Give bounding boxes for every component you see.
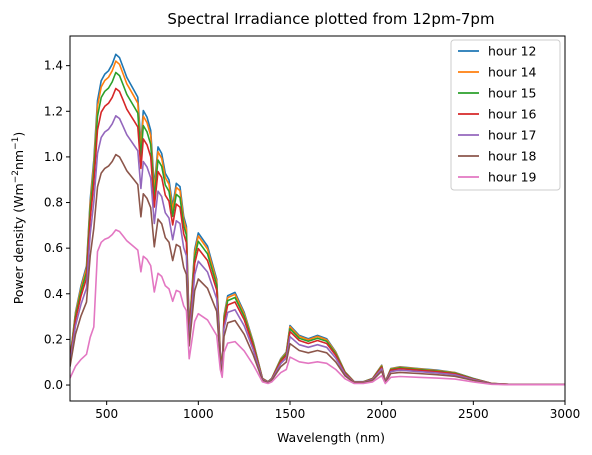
x-axis: 500 1000 1500 2000 2500 3000 [95,401,580,421]
y-tick-label: 0.6 [44,241,63,255]
y-axis: 0.0 0.2 0.4 0.6 0.8 1.0 1.2 1.4 [44,59,70,392]
legend-label: hour 12 [488,44,537,59]
plot-area [69,35,566,402]
x-tick-label: 3000 [550,407,581,421]
x-tick-label: 2000 [366,407,397,421]
y-tick-label: 1.4 [44,59,63,73]
series-line-hour-18 [70,153,565,386]
chart-title: Spectral Irradiance plotted from 12pm-7p… [167,10,494,28]
legend-item: hour 19 [458,170,537,185]
y-tick-label: 0.8 [44,196,63,210]
legend-label: hour 15 [488,86,537,101]
y-tick-label: 0.0 [44,378,63,392]
legend-item: hour 15 [458,86,537,101]
x-tick-label: 2500 [458,407,489,421]
legend: hour 12 hour 14 hour 15 hour 16 hour 17 hour … [450,39,561,191]
plot-frame [69,35,566,402]
legend-item: hour 16 [458,107,537,122]
series-line-hour-19 [70,229,565,386]
legend-label: hour 19 [488,170,537,185]
legend-box [450,39,561,191]
legend-item: hour 14 [458,65,537,80]
legend-item: hour 17 [458,128,537,143]
y-tick-label: 1.2 [44,104,63,118]
y-tick-label: 0.2 [44,332,63,346]
x-tick-label: 500 [95,407,118,421]
x-tick-label: 1500 [275,407,306,421]
legend-label: hour 16 [488,107,537,122]
x-tick-label: 1000 [183,407,214,421]
series-lines [70,53,565,386]
y-tick-label: 0.4 [44,287,63,301]
y-axis-label: Power density (Wm−2nm−1) [11,132,26,305]
y-tick-label: 1.0 [44,150,63,164]
legend-label: hour 18 [488,149,537,164]
legend-label: hour 17 [488,128,537,143]
legend-item: hour 12 [458,44,537,59]
legend-label: hour 14 [488,65,537,80]
x-axis-label: Wavelength (nm) [277,430,385,445]
legend-item: hour 18 [458,149,537,164]
